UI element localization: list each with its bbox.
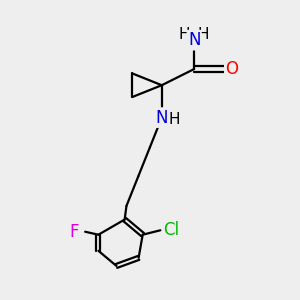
Text: O: O bbox=[225, 60, 239, 78]
Text: N: N bbox=[155, 109, 168, 127]
Text: F: F bbox=[69, 223, 79, 241]
Text: Cl: Cl bbox=[164, 221, 180, 239]
Text: H: H bbox=[198, 27, 209, 42]
Text: H: H bbox=[168, 112, 180, 128]
Text: N: N bbox=[188, 31, 200, 49]
Text: H: H bbox=[179, 27, 190, 42]
